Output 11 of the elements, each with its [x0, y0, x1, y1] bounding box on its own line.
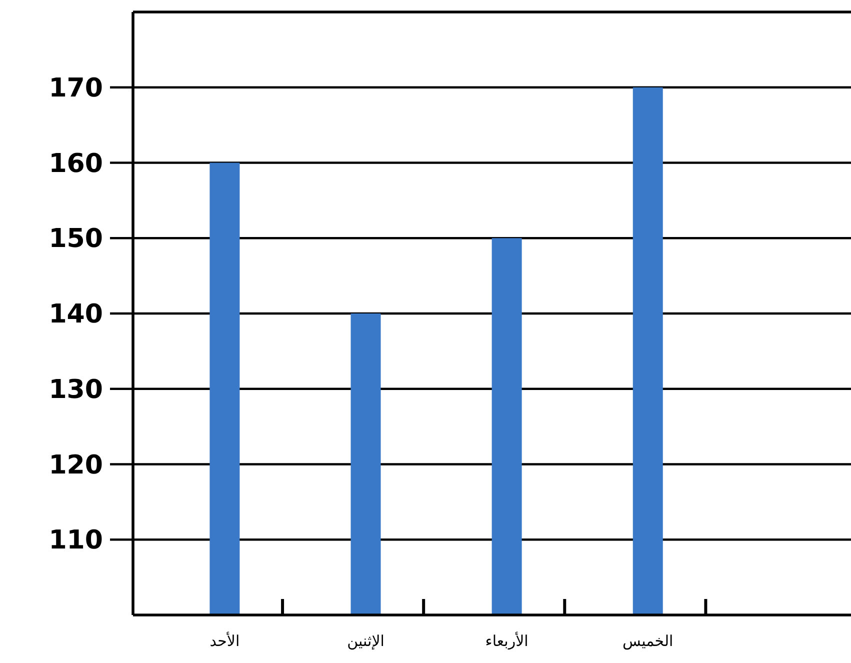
x-tick-label: الأربعاء [485, 631, 528, 650]
y-tick-label: 120 [48, 450, 103, 480]
y-tick-label: 140 [48, 300, 103, 330]
y-tick-label: 160 [48, 148, 103, 179]
y-tick-label: 170 [48, 73, 103, 104]
y-tick-label: 150 [48, 224, 103, 254]
x-tick-label: الإثنين [347, 632, 384, 650]
y-tick-label: 110 [48, 526, 103, 556]
x-tick-label: الأحد [210, 631, 240, 650]
y-tick-label: 130 [48, 374, 103, 405]
x-tick-label: الخميس [622, 632, 674, 650]
